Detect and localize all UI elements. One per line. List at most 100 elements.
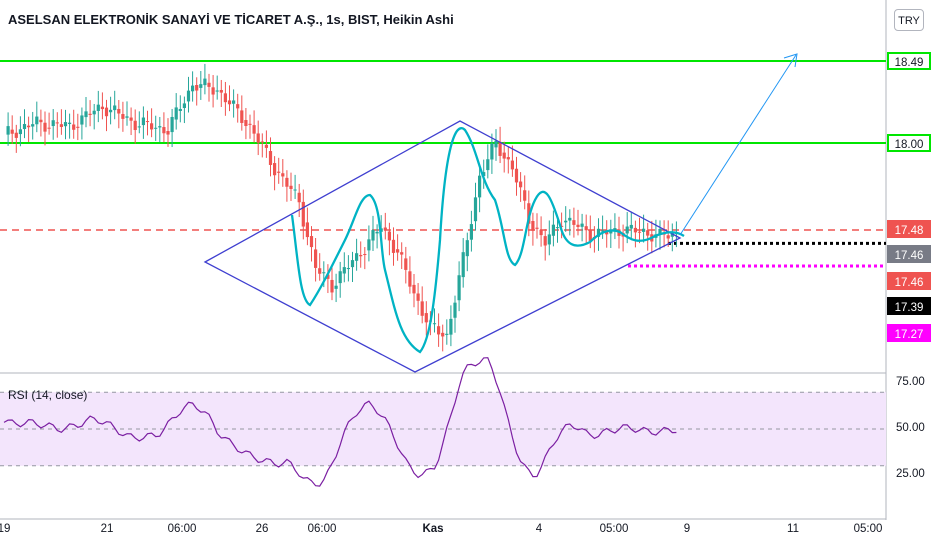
candle-body — [637, 231, 642, 233]
candle-body — [613, 228, 617, 231]
candle-body — [666, 235, 670, 239]
candle-body — [334, 285, 338, 289]
candle-body — [191, 85, 195, 92]
candle-body — [6, 126, 10, 135]
candle-body — [174, 107, 178, 120]
candle-body — [244, 120, 248, 127]
projection-arrow-line — [679, 54, 797, 236]
candle-body — [326, 274, 330, 279]
candle-body — [633, 227, 637, 233]
candle-body — [572, 220, 576, 225]
candle-body — [18, 129, 22, 135]
candle-body — [264, 144, 268, 148]
candle-body — [580, 223, 584, 227]
candle-body — [240, 110, 244, 123]
candle-body — [223, 93, 227, 103]
candle-body — [359, 255, 363, 257]
price-badge: 17.39 — [887, 297, 931, 315]
candle-body — [486, 159, 490, 171]
candle-body — [350, 260, 355, 268]
candle-body — [404, 258, 408, 270]
candle-body — [482, 172, 486, 177]
candle-body — [141, 117, 145, 126]
candle-body — [182, 103, 186, 108]
candle-body — [166, 131, 170, 135]
candle-body — [642, 228, 646, 232]
candle-body — [273, 163, 277, 176]
candle-body — [318, 268, 322, 274]
candle-body — [125, 116, 129, 118]
candle-body — [420, 301, 424, 316]
candle-body — [84, 111, 88, 118]
candle-body — [260, 141, 264, 143]
candle-body — [31, 124, 35, 127]
price-badge: 17.48 — [887, 220, 931, 238]
candle-body — [207, 82, 211, 87]
candle-body — [10, 129, 14, 134]
candle-body — [346, 267, 350, 270]
candle-body — [314, 249, 318, 268]
candle-body — [195, 85, 199, 91]
candle-body — [506, 157, 510, 160]
candle-body — [76, 126, 80, 128]
candle-body — [391, 239, 396, 253]
rsi-legend-label[interactable]: RSI (14, close) — [8, 388, 88, 402]
candle-body — [88, 113, 92, 115]
candle-body — [129, 117, 133, 121]
price-wave-curve — [290, 127, 685, 354]
candle-body — [437, 326, 441, 335]
time-tick-label: 11 — [787, 523, 799, 535]
candle-body — [35, 116, 39, 125]
candle-body — [494, 140, 498, 148]
candle-body — [502, 152, 506, 159]
candle-body — [96, 104, 100, 111]
candle-body — [342, 267, 346, 274]
candle-body — [104, 107, 109, 117]
candle-body — [150, 123, 154, 130]
currency-button[interactable]: TRY — [894, 9, 924, 31]
candle-body — [625, 226, 629, 234]
candle-body — [432, 323, 437, 325]
time-tick-label: 06:00 — [307, 523, 337, 535]
projection-arrow-head — [783, 53, 798, 68]
candle-body — [203, 78, 207, 86]
candle-body — [293, 189, 297, 191]
candle-body — [543, 236, 547, 246]
candle-body — [113, 105, 117, 111]
candle-body — [514, 168, 519, 183]
candle-body — [527, 203, 531, 224]
candle-body — [39, 119, 43, 123]
candle-body — [584, 226, 588, 231]
candle-body — [355, 253, 359, 261]
candle-body — [646, 230, 650, 236]
candle-body — [531, 221, 535, 231]
candle-body — [375, 231, 379, 234]
candle-body — [215, 90, 219, 92]
candle-body — [100, 106, 104, 110]
candle-body — [564, 220, 568, 223]
candle-body — [211, 87, 215, 95]
candle-body — [47, 127, 51, 129]
rsi-line — [3, 357, 677, 487]
candle-body — [408, 271, 412, 287]
candle-body — [309, 236, 314, 248]
candle-body — [383, 227, 387, 231]
time-tick-label: 06:00 — [167, 523, 197, 535]
candle-body — [281, 173, 285, 177]
price-badge: 18.49 — [887, 52, 931, 70]
candle-body — [400, 252, 404, 255]
candle-body — [27, 125, 31, 128]
candle-body — [551, 224, 555, 236]
candle-body — [305, 222, 309, 238]
candle-body — [601, 230, 605, 232]
rsi-tick-label: 50.00 — [896, 422, 925, 434]
candle-body — [465, 240, 469, 257]
candle-body — [338, 271, 342, 284]
candle-body — [55, 122, 59, 124]
price-badge: 17.27 — [887, 324, 931, 342]
diamond-pattern — [203, 120, 682, 373]
candle-body — [441, 332, 445, 337]
candle-body — [170, 116, 174, 133]
candle-body — [387, 231, 391, 241]
